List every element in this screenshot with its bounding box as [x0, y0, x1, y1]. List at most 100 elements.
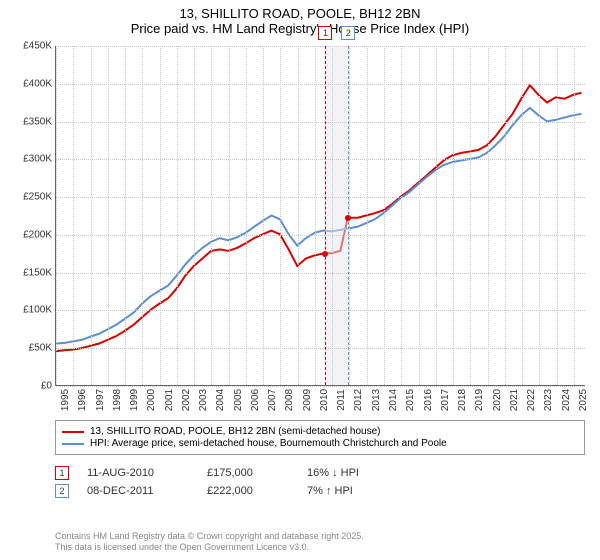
x-tick-label: 2011	[332, 389, 347, 411]
x-tick-label: 2001	[160, 389, 175, 411]
x-tick-label: 2025	[574, 389, 589, 411]
y-tick-label: £0	[41, 381, 56, 392]
gridline-v	[419, 46, 420, 385]
gridline-v	[384, 46, 385, 385]
sale-marker	[322, 251, 328, 257]
gridline-v	[177, 46, 178, 385]
x-tick-label: 2021	[505, 389, 520, 411]
series-hpi	[56, 108, 582, 344]
legend: 13, SHILLITO ROAD, POOLE, BH12 2BN (semi…	[55, 420, 585, 455]
event-marker: 1	[318, 26, 332, 40]
gridline-v	[522, 46, 523, 385]
gridline-v	[108, 46, 109, 385]
gridline-v	[229, 46, 230, 385]
x-tick-label: 2016	[419, 389, 434, 411]
x-tick-label: 2007	[263, 389, 278, 411]
title-address: 13, SHILLITO ROAD, POOLE, BH12 2BN	[0, 6, 600, 21]
sale-marker	[345, 215, 351, 221]
legend-label: 13, SHILLITO ROAD, POOLE, BH12 2BN (semi…	[90, 426, 381, 437]
event-date: 11-AUG-2010	[87, 467, 207, 479]
event-delta: 16% ↓ HPI	[307, 467, 407, 479]
x-tick-label: 2009	[298, 389, 313, 411]
event-number-box: 1	[55, 466, 69, 480]
footer-line2: This data is licensed under the Open Gov…	[55, 542, 364, 554]
event-number-box: 2	[55, 484, 69, 498]
x-tick-label: 2008	[280, 389, 295, 411]
event-marker: 2	[341, 26, 355, 40]
event-date: 08-DEC-2011	[87, 485, 207, 497]
event-row: 1 11-AUG-2010£175,00016% ↓ HPI	[55, 466, 585, 480]
x-tick-label: 2005	[229, 389, 244, 411]
x-tick-label: 2019	[470, 389, 485, 411]
x-tick-label: 2022	[522, 389, 537, 411]
y-tick-label: £450K	[23, 41, 56, 52]
legend-row: HPI: Average price, semi-detached house,…	[62, 438, 578, 449]
x-tick-label: 2023	[539, 389, 554, 411]
gridline-v	[557, 46, 558, 385]
gridline-v	[332, 46, 333, 385]
x-tick-label: 1998	[108, 389, 123, 411]
gridline-h	[56, 386, 585, 387]
gridline-v	[125, 46, 126, 385]
x-tick-label: 2006	[246, 389, 261, 411]
plot-region: £0£50K£100K£150K£200K£250K£300K£350K£400…	[55, 46, 585, 386]
gridline-v	[367, 46, 368, 385]
x-tick-label: 1996	[73, 389, 88, 411]
gridline-v	[315, 46, 316, 385]
gridline-v	[539, 46, 540, 385]
legend-row: 13, SHILLITO ROAD, POOLE, BH12 2BN (semi…	[62, 426, 578, 437]
title-subtitle: Price paid vs. HM Land Registry's House …	[0, 21, 600, 36]
gridline-v	[453, 46, 454, 385]
gridline-v	[142, 46, 143, 385]
event-row: 2 08-DEC-2011£222,0007% ↑ HPI	[55, 484, 585, 498]
x-tick-label: 1999	[125, 389, 140, 411]
gridline-v	[436, 46, 437, 385]
gridline-v	[56, 46, 57, 385]
event-price: £222,000	[207, 485, 307, 497]
y-tick-label: £250K	[23, 192, 56, 203]
chart-container: 13, SHILLITO ROAD, POOLE, BH12 2BN Price…	[0, 0, 600, 560]
legend-swatch	[62, 443, 84, 445]
gridline-v	[298, 46, 299, 385]
legend-swatch	[62, 431, 84, 433]
events-table: 1 11-AUG-2010£175,00016% ↓ HPI 2 08-DEC-201…	[55, 462, 585, 502]
x-tick-label: 2018	[453, 389, 468, 411]
gridline-v	[574, 46, 575, 385]
y-tick-label: £300K	[23, 154, 56, 165]
event-line	[325, 46, 326, 385]
gridline-v	[488, 46, 489, 385]
gridline-v	[211, 46, 212, 385]
gridline-v	[470, 46, 471, 385]
x-tick-label: 1995	[56, 389, 71, 411]
x-tick-label: 2013	[367, 389, 382, 411]
event-delta: 7% ↑ HPI	[307, 485, 407, 497]
x-tick-label: 2024	[557, 389, 572, 411]
footer: Contains HM Land Registry data © Crown c…	[55, 531, 364, 554]
gridline-v	[91, 46, 92, 385]
y-tick-label: £50K	[29, 343, 56, 354]
x-tick-label: 2004	[211, 389, 226, 411]
x-tick-label: 2017	[436, 389, 451, 411]
gridline-v	[401, 46, 402, 385]
x-tick-label: 2002	[177, 389, 192, 411]
event-band	[325, 46, 348, 385]
gridline-v	[194, 46, 195, 385]
gridline-v	[280, 46, 281, 385]
y-tick-label: £150K	[23, 267, 56, 278]
gridline-v	[73, 46, 74, 385]
gridline-v	[246, 46, 247, 385]
x-tick-label: 2010	[315, 389, 330, 411]
y-tick-label: £200K	[23, 229, 56, 240]
title-block: 13, SHILLITO ROAD, POOLE, BH12 2BN Price…	[0, 0, 600, 38]
legend-label: HPI: Average price, semi-detached house,…	[90, 438, 447, 449]
x-tick-label: 1997	[91, 389, 106, 411]
y-tick-label: £350K	[23, 116, 56, 127]
x-tick-label: 2000	[142, 389, 157, 411]
footer-line1: Contains HM Land Registry data © Crown c…	[55, 531, 364, 543]
event-price: £175,000	[207, 467, 307, 479]
x-tick-label: 2015	[401, 389, 416, 411]
gridline-v	[505, 46, 506, 385]
gridline-v	[263, 46, 264, 385]
x-tick-label: 2014	[384, 389, 399, 411]
x-tick-label: 2020	[488, 389, 503, 411]
